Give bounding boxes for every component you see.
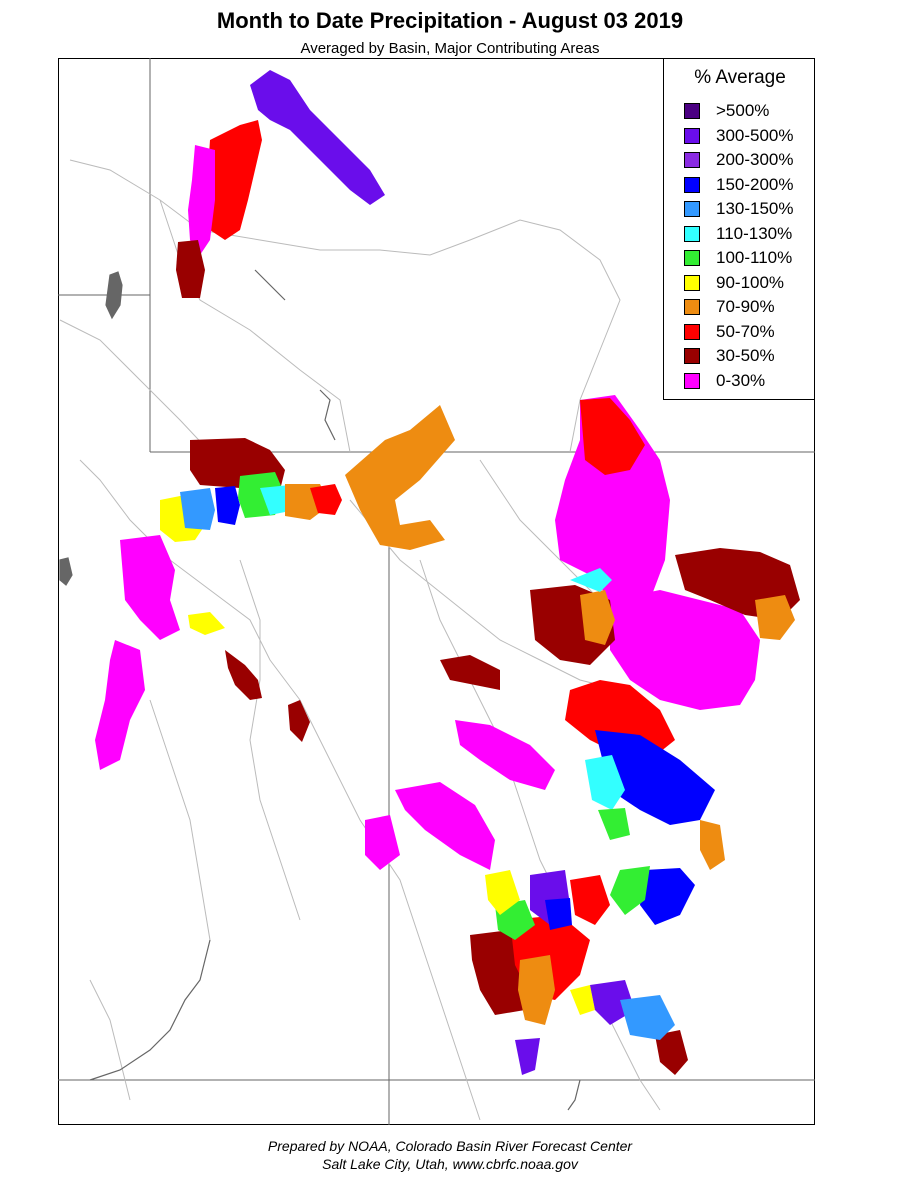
legend-swatch	[684, 127, 700, 144]
basin-southeast-blue[interactable]	[595, 730, 715, 925]
legend-item: 110-130%	[684, 224, 792, 244]
basin-east-cyan-patch[interactable]	[570, 568, 612, 592]
legend-swatch	[684, 274, 700, 291]
basin-east-magenta2[interactable]	[610, 590, 760, 710]
basin-south-purple[interactable]	[515, 870, 635, 1075]
legend-label: 200-300%	[716, 150, 794, 169]
legend-item: 30-50%	[684, 346, 775, 366]
legend-label: >500%	[716, 101, 770, 120]
legend-swatch	[684, 372, 700, 389]
legend: % Average >500% 300-500% 200-300% 150-200% 1…	[663, 58, 815, 400]
legend-item: 70-90%	[684, 297, 775, 317]
water-bodies	[59, 269, 581, 1111]
basin-north-central-blue[interactable]	[215, 486, 240, 525]
legend-label: 0-30%	[716, 370, 766, 390]
legend-swatch	[684, 225, 700, 242]
legend-label: 30-50%	[716, 346, 775, 365]
basin-south-orange[interactable]	[518, 955, 555, 1025]
basin-west-darkred[interactable]	[225, 650, 310, 742]
basin-central-orange[interactable]	[345, 405, 455, 550]
legend-item: 100-110%	[684, 248, 792, 268]
basin-west-yellow[interactable]	[188, 612, 225, 635]
legend-item: 50-70%	[684, 322, 775, 342]
basin-north-central-lightblue[interactable]	[180, 488, 215, 530]
legend-label: 90-100%	[716, 272, 785, 292]
basin-northwest-upper[interactable]	[250, 70, 385, 205]
basin-south-yellow[interactable]	[485, 870, 595, 1015]
basin-south-blue[interactable]	[545, 898, 572, 930]
legend-swatch	[684, 299, 700, 315]
footer-location: Salt Lake City, Utah, www.cbrfc.noaa.gov	[322, 1156, 578, 1172]
legend-label: 300-500%	[716, 125, 794, 145]
legend-item: >500%	[684, 101, 769, 121]
legend-swatch	[684, 323, 700, 340]
legend-item: 130-150%	[684, 199, 794, 219]
map-title: Month to Date Precipitation - August 03 …	[216, 8, 684, 33]
legend-item: 300-500%	[684, 126, 794, 146]
legend-swatch	[684, 176, 700, 193]
basin-south-central-magenta[interactable]	[365, 720, 555, 870]
basin-northwest-mid[interactable]	[205, 120, 262, 240]
basin-northwest-small[interactable]	[176, 240, 205, 298]
legend-item: 200-300%	[684, 150, 794, 170]
legend-swatch	[684, 152, 700, 168]
basin-east-red[interactable]	[565, 398, 675, 760]
legend-swatch	[684, 348, 700, 364]
legend-label: 110-130%	[716, 223, 793, 243]
basin-south-lightblue[interactable]	[620, 995, 675, 1040]
basin-southeast-green[interactable]	[598, 808, 650, 915]
basin-northwest-lower[interactable]	[188, 145, 215, 255]
legend-swatch	[684, 201, 700, 217]
legend-label: 130-150%	[716, 199, 794, 218]
legend-label: 150-200%	[716, 174, 794, 194]
legend-label: 50-70%	[716, 321, 775, 341]
legend-label: 70-90%	[716, 297, 775, 316]
legend-swatch	[684, 250, 700, 266]
legend-item: 90-100%	[684, 273, 784, 293]
legend-item: 0-30%	[684, 371, 765, 391]
map-subtitle: Averaged by Basin, Major Contributing Ar…	[300, 40, 600, 57]
basin-east-darkred[interactable]	[440, 548, 800, 690]
basins	[95, 70, 800, 1075]
basin-north-central-red2[interactable]	[310, 484, 342, 515]
basin-southeast-cyan[interactable]	[585, 755, 625, 810]
legend-title: % Average	[694, 67, 786, 88]
footer-credit: Prepared by NOAA, Colorado Basin River F…	[267, 1138, 633, 1154]
basin-east-orange[interactable]	[580, 590, 795, 870]
legend-label: 100-110%	[716, 248, 793, 267]
basin-west-magenta[interactable]	[95, 535, 180, 770]
legend-item: 150-200%	[684, 175, 794, 195]
legend-swatch	[684, 103, 700, 119]
